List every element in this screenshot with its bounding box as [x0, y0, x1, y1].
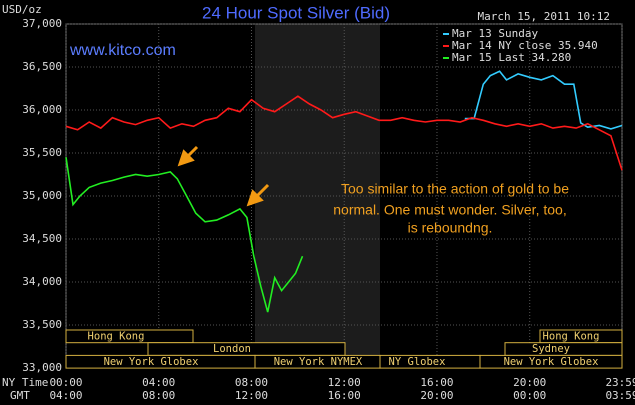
- x-tick-label: 12:00: [328, 376, 361, 389]
- session-label: Sydney: [532, 343, 570, 355]
- session-label: New York Globex: [504, 356, 599, 368]
- x-tick-label: 08:00: [235, 376, 268, 389]
- session-box: [479, 354, 623, 369]
- y-tick-label: 34,500: [22, 232, 62, 245]
- x-tick-label: 23:59: [605, 376, 635, 389]
- session-label: London: [213, 343, 251, 355]
- annotation: normal. One must wonder. Silver, too,: [333, 202, 566, 218]
- arrow-head: [177, 149, 195, 167]
- x2-tick-label: 04:00: [49, 389, 82, 402]
- session-label: NY Globex: [389, 356, 446, 368]
- session-label: New York NYMEX: [274, 356, 363, 368]
- y-unit: USD/oz: [2, 3, 42, 16]
- y-tick-label: 36,000: [22, 103, 62, 116]
- annotation: is reboundng.: [408, 220, 493, 236]
- site-url: www.kitco.com: [69, 42, 176, 59]
- x-tick-label: 16:00: [420, 376, 453, 389]
- arrow-head: [246, 189, 264, 207]
- nymex-shade: [255, 24, 380, 368]
- legend-label: Mar 15 Last 34.280: [452, 51, 571, 64]
- x2-tick-label: 16:00: [328, 389, 361, 402]
- x2-tick-label: 03:59: [605, 389, 635, 402]
- y-tick-label: 33,500: [22, 318, 62, 331]
- y-tick-label: 33,000: [22, 361, 62, 374]
- y-tick-label: 36,500: [22, 60, 62, 73]
- legend-label: Mar 13 Sunday: [452, 27, 538, 40]
- y-tick-label: 35,000: [22, 189, 62, 202]
- y-tick-label: 37,000: [22, 17, 62, 30]
- session-label: Hong Kong: [88, 331, 145, 343]
- gmt-label: GMT: [10, 389, 30, 402]
- timestamp: March 15, 2011 10:12: [478, 10, 610, 23]
- x2-tick-label: 20:00: [420, 389, 453, 402]
- session-box: [65, 329, 194, 344]
- x-tick-label: 00:00: [49, 376, 82, 389]
- series-line: [65, 95, 623, 171]
- legend-label: Mar 14 NY close 35.940: [452, 39, 598, 52]
- arrows: [177, 145, 270, 207]
- x2-tick-label: 12:00: [235, 389, 268, 402]
- series-line: [65, 157, 304, 313]
- x2-tick-label: 08:00: [142, 389, 175, 402]
- y-tick-label: 35,500: [22, 146, 62, 159]
- session-label: New York Globex: [104, 356, 199, 368]
- annotation: Too similar to the action of gold to be: [341, 181, 569, 197]
- ny-time-label: NY Time: [2, 376, 48, 389]
- x-tick-label: 20:00: [513, 376, 546, 389]
- chart-title: 24 Hour Spot Silver (Bid): [202, 3, 390, 22]
- x2-tick-label: 00:00: [513, 389, 546, 402]
- x-tick-label: 04:00: [142, 376, 175, 389]
- y-tick-label: 34,000: [22, 275, 62, 288]
- session-label: Hong Kong: [543, 331, 600, 343]
